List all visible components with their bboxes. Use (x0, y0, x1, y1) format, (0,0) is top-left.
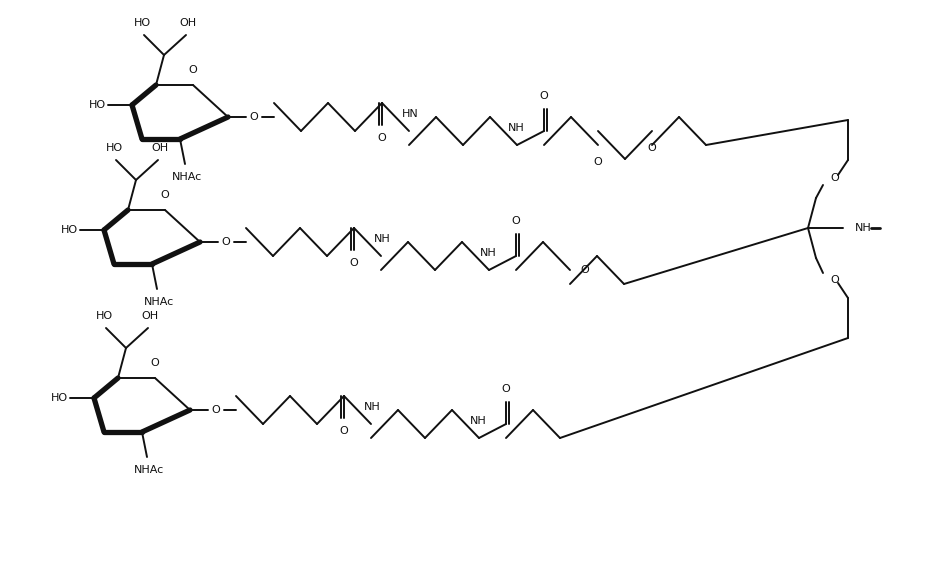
Text: O: O (222, 237, 230, 247)
Text: O: O (829, 275, 838, 285)
Text: NH: NH (479, 248, 496, 258)
Text: OH: OH (141, 311, 158, 321)
Text: O: O (511, 216, 520, 226)
Text: O: O (211, 405, 220, 415)
Text: HN: HN (401, 109, 418, 119)
Text: O: O (501, 384, 510, 394)
Text: O: O (647, 143, 656, 153)
Text: NHAc: NHAc (144, 297, 174, 307)
Text: NH: NH (854, 223, 871, 233)
Text: NHAc: NHAc (133, 465, 164, 475)
Text: O: O (580, 265, 588, 275)
Text: HO: HO (61, 225, 78, 235)
Text: O: O (593, 157, 602, 167)
Text: HO: HO (133, 18, 150, 28)
Text: O: O (829, 173, 838, 183)
Text: OH: OH (179, 18, 196, 28)
Text: HO: HO (95, 311, 112, 321)
Text: O: O (249, 112, 258, 122)
Text: O: O (349, 258, 358, 268)
Text: O: O (161, 190, 169, 200)
Text: O: O (339, 426, 348, 436)
Text: NH: NH (469, 416, 486, 426)
Text: O: O (539, 91, 547, 101)
Text: OH: OH (151, 143, 169, 153)
Text: HO: HO (89, 100, 106, 110)
Text: O: O (377, 133, 386, 143)
Text: NH: NH (373, 234, 390, 244)
Text: O: O (150, 358, 159, 368)
Text: NHAc: NHAc (171, 172, 202, 182)
Text: NH: NH (364, 402, 380, 412)
Text: HO: HO (106, 143, 123, 153)
Text: O: O (188, 65, 197, 75)
Text: HO: HO (50, 393, 68, 403)
Text: NH: NH (507, 123, 524, 133)
